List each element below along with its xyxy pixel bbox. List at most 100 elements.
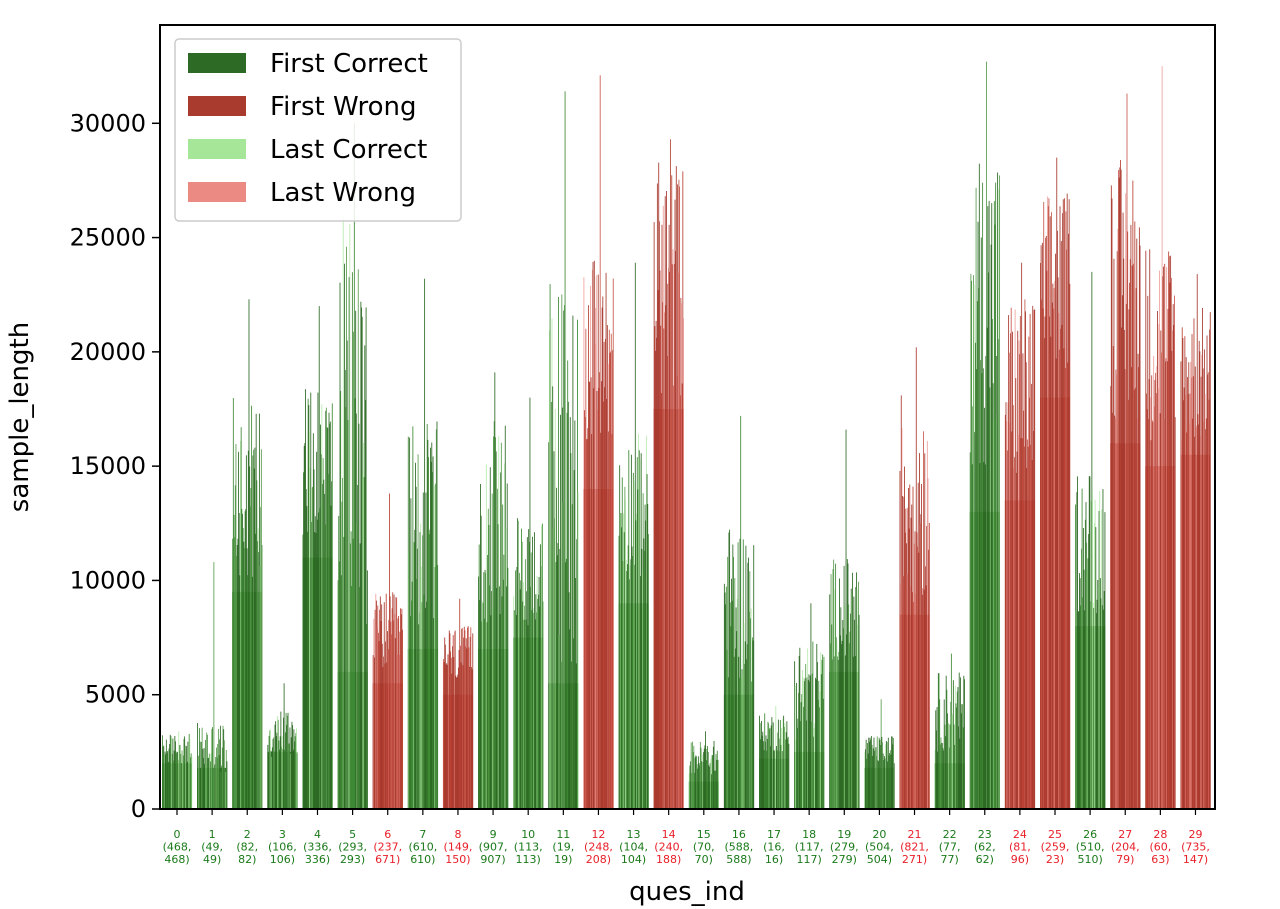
bar [374, 609, 376, 809]
bar [888, 755, 890, 809]
bar [662, 205, 664, 810]
bar [552, 386, 554, 809]
bar [735, 607, 737, 809]
bar [175, 753, 177, 809]
bar [849, 631, 851, 809]
bar [761, 720, 762, 809]
bar [471, 667, 472, 809]
bar [700, 747, 702, 809]
bar [995, 182, 997, 810]
bar [567, 360, 569, 809]
bar [277, 719, 279, 809]
bar [695, 756, 697, 809]
bar [1027, 446, 1029, 809]
bar [1050, 336, 1052, 809]
bar [177, 759, 179, 809]
bar [954, 744, 956, 809]
bar [174, 736, 176, 809]
bar [934, 749, 936, 809]
bar [480, 515, 482, 809]
bar [1025, 362, 1027, 809]
bar [569, 417, 571, 809]
y-tick-label: 30000 [70, 109, 146, 137]
bar [411, 600, 412, 809]
bar [979, 463, 981, 809]
bar [715, 754, 717, 809]
bar [275, 721, 277, 809]
bar [876, 756, 878, 809]
bar [180, 763, 182, 809]
bar [1127, 399, 1129, 809]
bar [356, 522, 358, 809]
bar [656, 183, 658, 809]
bar [701, 754, 703, 809]
bar [359, 587, 361, 809]
bar [352, 538, 354, 809]
bar [437, 564, 439, 809]
bar [1030, 383, 1032, 809]
bar [589, 285, 591, 809]
bar [1168, 256, 1170, 809]
bar [522, 582, 524, 809]
x-tick-label: 510) [1077, 853, 1102, 866]
bar [710, 774, 712, 809]
bar [214, 764, 216, 809]
bar [927, 478, 929, 809]
bar [242, 528, 244, 809]
bar [1151, 420, 1153, 809]
bar [1096, 599, 1098, 809]
bar [975, 187, 977, 810]
bar [1113, 258, 1115, 809]
bar [419, 532, 421, 809]
bar [705, 760, 707, 809]
bar [1099, 578, 1101, 809]
bar [481, 601, 483, 809]
bar [1120, 169, 1122, 809]
bar [1137, 353, 1139, 809]
bar [1152, 421, 1154, 809]
bar [271, 756, 273, 809]
x-tick-label: 21 [908, 828, 922, 841]
bar [506, 586, 508, 809]
bar [600, 432, 602, 809]
bar [856, 589, 858, 809]
bar [1094, 499, 1096, 809]
bar [292, 725, 294, 809]
bar [312, 486, 314, 809]
bar [941, 742, 943, 809]
bar [354, 398, 356, 809]
x-tick-label: 5 [349, 828, 356, 841]
bar [1174, 417, 1176, 809]
x-tick-label: (117, [795, 841, 824, 854]
bar [761, 735, 763, 809]
bar [268, 753, 269, 809]
bar [801, 670, 803, 809]
bar [206, 734, 208, 809]
bar [535, 594, 537, 809]
bar [788, 743, 790, 809]
bar [281, 746, 282, 809]
bar [260, 449, 262, 809]
bar [691, 772, 693, 809]
bar [1084, 610, 1086, 809]
x-tick-label: (19, [552, 841, 574, 854]
bar [654, 326, 656, 809]
bar [309, 431, 310, 809]
bar [744, 663, 746, 809]
bar [446, 663, 448, 809]
bar [698, 763, 700, 809]
bar [785, 732, 787, 809]
bar [260, 507, 262, 809]
bar [236, 555, 238, 809]
bar [924, 453, 926, 809]
x-tick-label: 188) [656, 853, 681, 866]
bar [420, 566, 422, 809]
bar [1017, 330, 1019, 809]
bar [452, 646, 453, 809]
bar [1099, 491, 1101, 809]
bar [833, 559, 835, 809]
bar [1138, 367, 1140, 809]
bar [380, 621, 382, 809]
x-tick-label: 14 [662, 828, 676, 841]
bar [584, 416, 586, 809]
